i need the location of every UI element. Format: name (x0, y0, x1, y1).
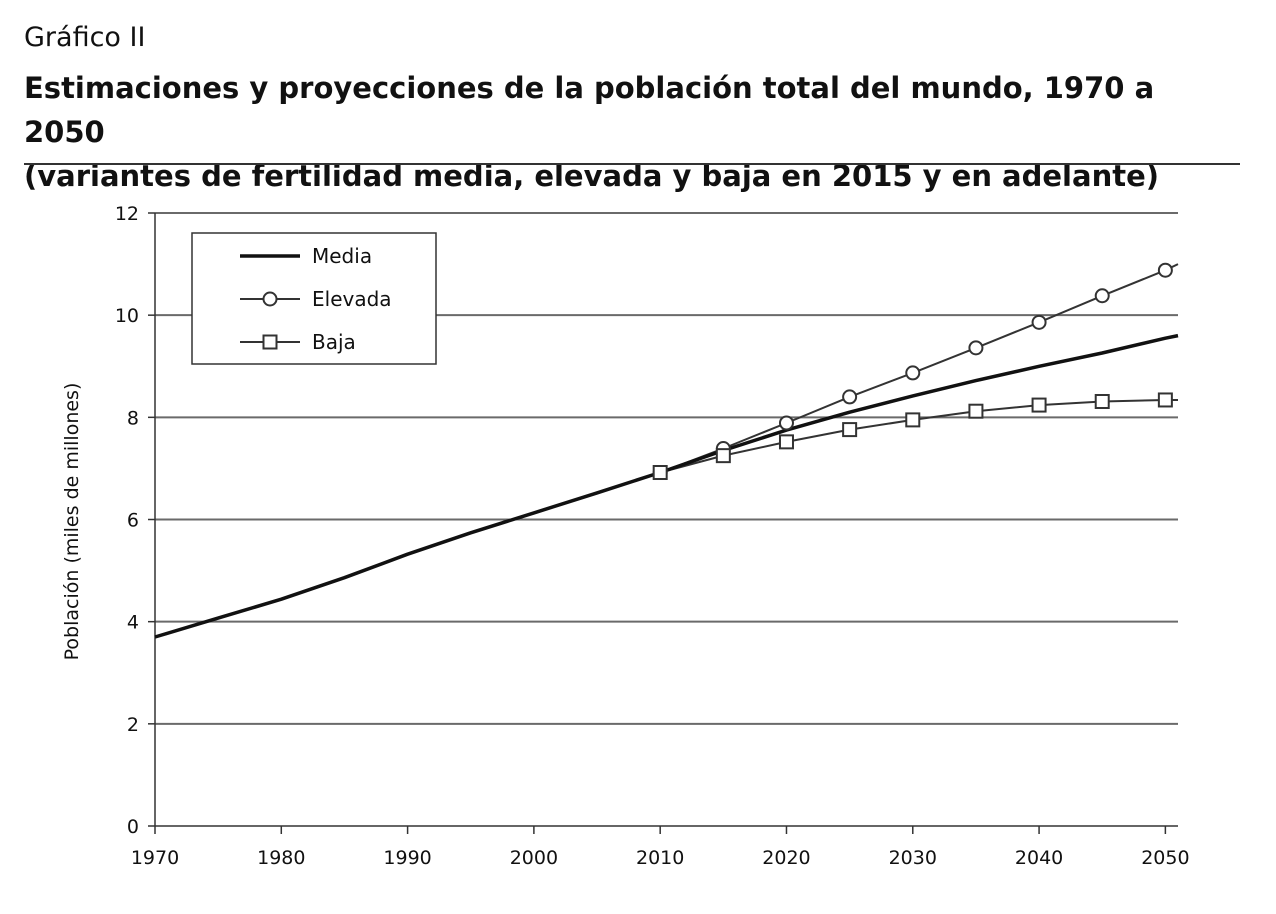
y-tick-label: 8 (127, 407, 139, 429)
data-point-elevada (842, 389, 858, 405)
legend-box (191, 232, 437, 365)
series-line-media (154, 333, 1179, 639)
legend-marker-elevada (262, 291, 278, 307)
x-tick-label: 1980 (257, 847, 305, 869)
data-point-elevada (1031, 314, 1047, 330)
figure-label: Gráfico II (24, 22, 146, 53)
x-tick-label: 1990 (383, 847, 431, 869)
data-point-baja (1094, 393, 1110, 409)
data-point-baja (842, 422, 858, 438)
legend-label-baja: Baja (312, 330, 356, 354)
y-tick-label: 0 (127, 816, 139, 838)
data-point-baja (778, 434, 794, 450)
title-divider (24, 163, 1240, 165)
data-point-elevada (968, 340, 984, 356)
y-tick-label: 12 (115, 203, 139, 225)
y-tick-label: 2 (127, 714, 139, 736)
x-tick-label: 1970 (131, 847, 179, 869)
series-line-elevada (659, 263, 1179, 474)
data-point-baja (1031, 397, 1047, 413)
series-line-baja (659, 399, 1178, 474)
data-point-baja (652, 465, 668, 481)
x-tick-label: 2000 (510, 847, 558, 869)
y-axis-label: Población (miles de millones) (61, 383, 83, 661)
x-tick-label: 2010 (636, 847, 684, 869)
chart-title-line-1: Estimaciones y proyecciones de la poblac… (24, 71, 1155, 149)
data-point-baja (1157, 392, 1173, 408)
y-tick-label: 10 (115, 305, 139, 327)
data-point-elevada (1157, 262, 1173, 278)
y-tick-label: 6 (127, 510, 139, 532)
legend-marker-baja (262, 334, 278, 350)
data-point-elevada (905, 365, 921, 381)
x-tick-label: 2020 (762, 847, 810, 869)
data-point-baja (905, 412, 921, 428)
x-tick-label: 2050 (1141, 847, 1189, 869)
legend-label-media: Media (312, 244, 372, 268)
data-point-baja (715, 448, 731, 464)
data-point-elevada (778, 415, 794, 431)
legend-label-elevada: Elevada (312, 287, 392, 311)
legend: Media Elevada Baja (191, 232, 437, 365)
data-point-elevada (1094, 288, 1110, 304)
x-tick-label: 2030 (889, 847, 937, 869)
data-point-baja (968, 403, 984, 419)
series-lines (154, 262, 1179, 639)
y-tick-label: 4 (127, 612, 139, 634)
axes: 0 2 4 6 8 10 12 1970 1980 1990 2000 2010 2020 2030 204… (115, 203, 1190, 869)
x-tick-label: 2040 (1015, 847, 1063, 869)
